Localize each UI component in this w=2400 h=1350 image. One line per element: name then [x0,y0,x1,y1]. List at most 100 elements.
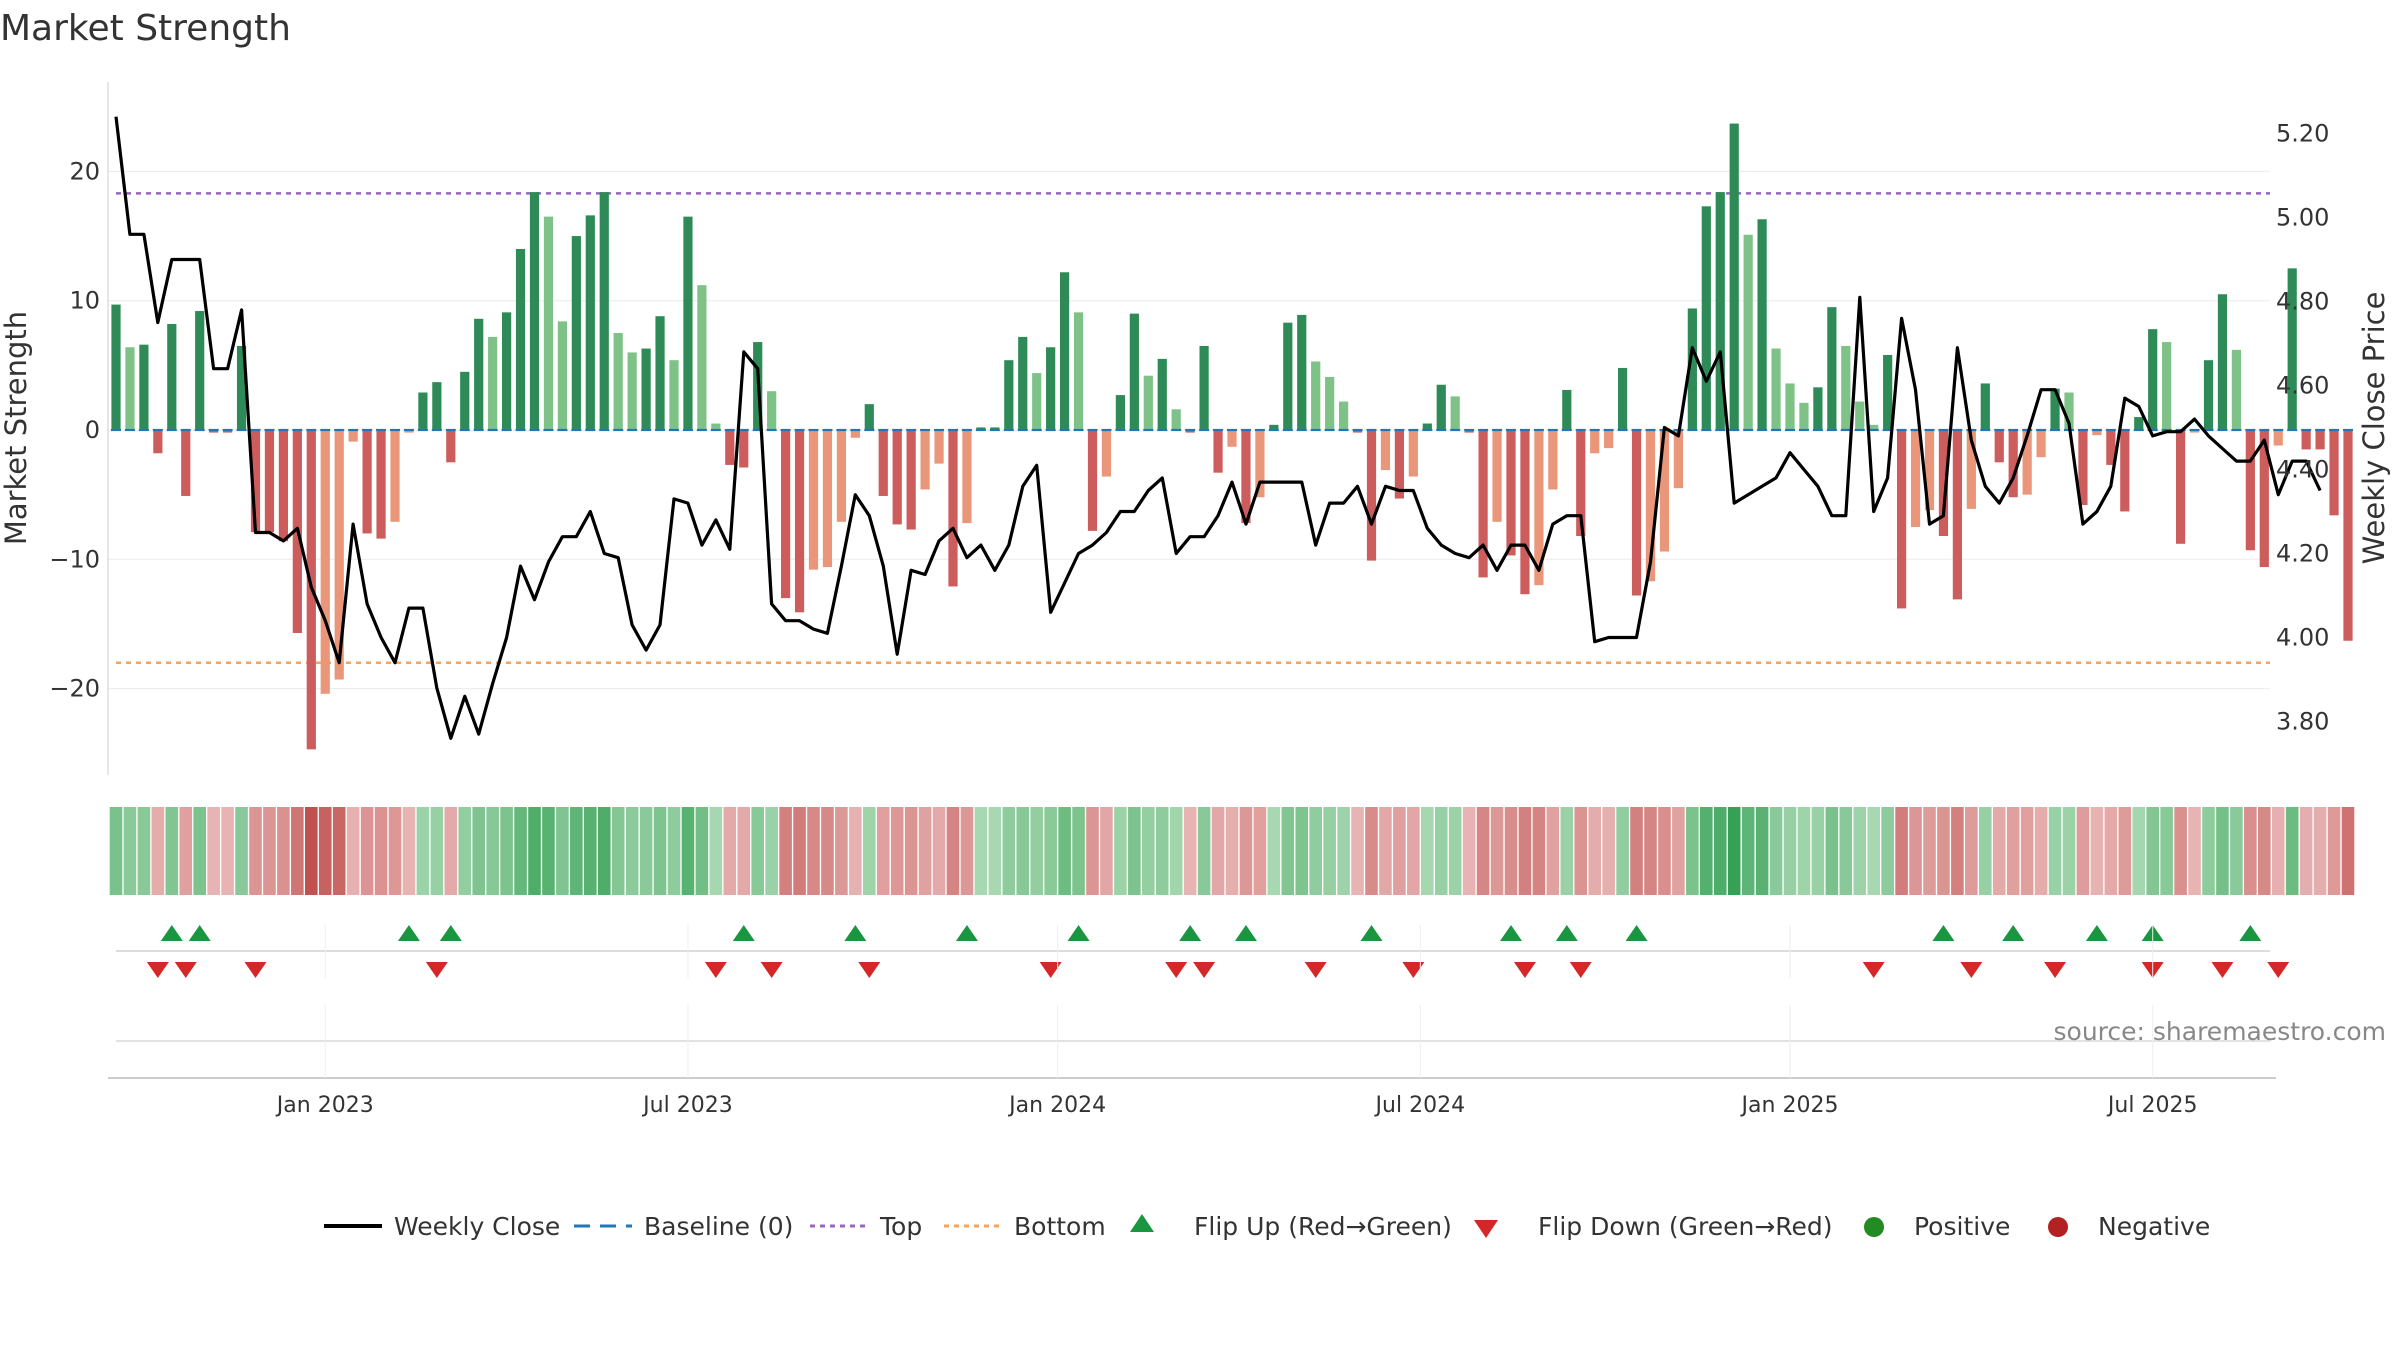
heat-cell [625,807,639,895]
strength-bar [1841,345,1851,430]
legend-flip-down-icon [1474,1220,1498,1238]
heat-cell [1183,807,1197,895]
heat-cell [430,807,444,895]
strength-bar [1562,389,1572,430]
heat-cell [2048,807,2062,895]
heat-cell [918,807,932,895]
strength-bar [1101,430,1112,477]
strength-bar [250,430,261,533]
strength-bar [2301,430,2311,450]
y-axis-title: Market Strength [0,311,33,545]
strength-bar [1269,424,1279,430]
heat-cell [1504,807,1518,895]
heat-cell [1100,807,1113,895]
strength-bar [1129,313,1139,430]
flip-down-marker [2267,962,2290,978]
strength-bar [2273,430,2283,446]
strength-bar [1924,430,1935,511]
strength-bar [934,430,944,464]
y2-tick-label: 5.00 [2276,204,2329,232]
strength-bar [683,216,693,430]
heat-cell [1365,807,1378,895]
heat-cell [514,807,527,895]
strength-bar [1199,345,1209,430]
heat-cell [2104,807,2118,895]
heat-cell [1867,807,1880,895]
strength-bar [2008,430,2018,498]
heat-cell [1434,807,1448,895]
heat-cell [863,807,876,895]
heat-cell [332,807,346,895]
strength-bar [1004,360,1014,430]
strength-bar [1255,430,1265,498]
heat-cell [2160,807,2173,895]
strength-bar [209,430,219,433]
heat-cell [1727,807,1741,895]
heat-cell [737,807,751,895]
heat-cell [2327,807,2341,895]
heat-cell [1797,807,1811,895]
heat-cell [793,807,806,895]
strength-bar [1366,430,1377,561]
y2-tick-label: 4.60 [2276,372,2329,400]
strength-bar [822,430,833,568]
flip-down-marker [760,962,783,978]
heat-cell [221,807,234,895]
heat-cell [542,807,555,895]
heat-cell [890,807,904,895]
heat-cell [1086,807,1099,895]
flip-down-marker [704,962,727,978]
legend-flip-up-label: Flip Up (Red→Green) [1194,1212,1452,1241]
heat-cell [1393,807,1406,895]
heat-cell [151,807,165,895]
strength-bar [1060,272,1070,430]
flip-up-marker [2085,925,2108,941]
heat-cell [1713,807,1727,895]
strength-bar [2106,430,2116,465]
date-tick-label: Jul 2023 [641,1093,733,1118]
y-tick-label: −10 [49,545,100,573]
strength-bar [2050,388,2060,430]
strength-bar [1534,430,1544,586]
strength-bar [1143,375,1153,430]
strength-bar [571,236,581,430]
flip-down-marker [1402,962,1425,978]
strength-bar [962,430,972,524]
strength-bar [850,430,860,438]
heat-cell [1755,807,1769,895]
strength-bar [2134,417,2144,430]
heat-cell [1602,807,1615,895]
heat-cell [904,807,918,895]
strength-bar [223,430,233,433]
heat-cell [1783,807,1797,895]
heat-cell [1630,807,1643,895]
y-tick-label: −20 [49,675,100,703]
date-tick-label: Jul 2025 [2106,1093,2198,1118]
heat-cell [597,807,611,895]
heat-cell [1937,807,1950,895]
y2-tick-label: 4.40 [2276,456,2329,484]
heat-cell [2285,807,2299,895]
flip-down-marker [244,962,267,978]
heat-cell [165,807,179,895]
strength-bar [1185,430,1195,433]
flip-up-marker [2002,925,2025,941]
heat-cell [1030,807,1043,895]
strength-bar [2189,430,2200,433]
heat-cell [1700,807,1713,895]
heat-cell [249,807,262,895]
heat-cell [570,807,583,895]
heat-cell [416,807,430,895]
heat-cell [723,807,737,895]
heat-cell [1323,807,1336,895]
strength-bar [2245,430,2255,551]
heat-cell [1142,807,1155,895]
strength-bar [1352,430,1363,433]
strength-bar [236,345,247,430]
heat-cell [1462,807,1476,895]
strength-bar [1966,430,1976,509]
heat-cell [1155,807,1169,895]
heat-cell [472,807,485,895]
flip-up-marker [1625,925,1648,941]
